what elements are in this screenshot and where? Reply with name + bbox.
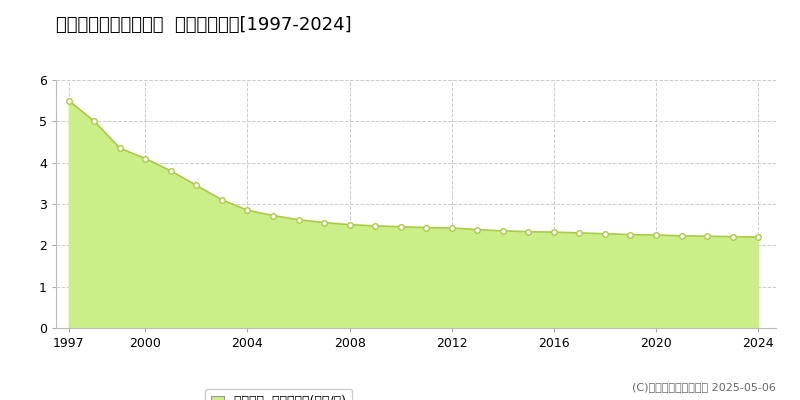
Text: 夷隅郡大多喜町小土呂  基準地価推移[1997-2024]: 夷隅郡大多喜町小土呂 基準地価推移[1997-2024] [56,16,352,34]
Legend: 基準地価  平均坪単価(万円/坪): 基準地価 平均坪単価(万円/坪) [205,389,352,400]
Text: (C)土地価格ドットコム 2025-05-06: (C)土地価格ドットコム 2025-05-06 [632,382,776,392]
